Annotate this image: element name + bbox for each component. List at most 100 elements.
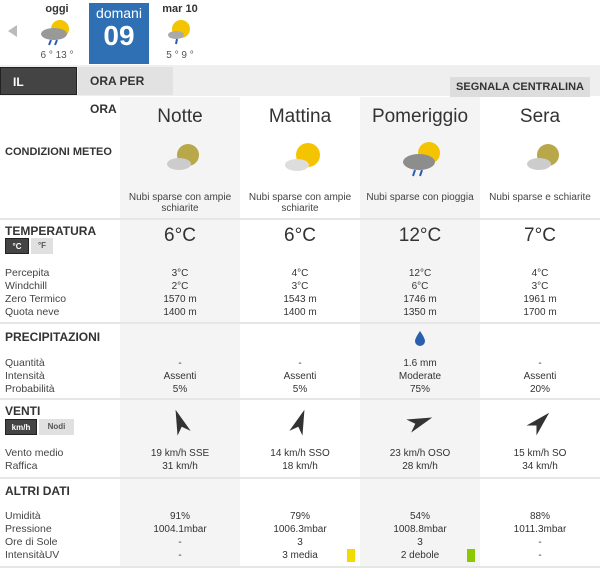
zero-termico-value: 1570 m	[163, 294, 197, 305]
intensita-value: Moderate	[398, 371, 442, 382]
windchill-value: 6°C	[411, 281, 429, 292]
tab-ora-per-ora[interactable]: ORA PER ORA	[78, 67, 173, 116]
period-title: Sera	[519, 106, 561, 127]
wind-direction-arrow-icon	[289, 409, 305, 436]
pressione-value: 1008.8mbar	[393, 524, 447, 535]
day-label: oggi	[45, 3, 69, 15]
other-labels: Umidità Pressione Ore di Sole IntensitàU…	[5, 510, 59, 562]
quantita-value: -	[538, 358, 542, 369]
vento-medio-value: 19 km/h SSE	[150, 448, 210, 459]
label-precipitazioni: PRECIPITAZIONI	[5, 330, 101, 344]
umidita-value: 54%	[409, 511, 430, 522]
day-oggi[interactable]: oggi 6 ° 13 °	[27, 3, 87, 61]
label-percepita: Percepita	[5, 267, 50, 279]
label-quantita: Quantità	[5, 357, 45, 369]
temperature-value: 7°C	[524, 225, 556, 246]
weather-description: Nubi sparse con pioggia	[366, 192, 474, 203]
raffica-value: 18 km/h	[282, 461, 318, 472]
ore-sole-value: -	[538, 537, 542, 548]
tab-il-giorno[interactable]: IL GIORNO	[0, 67, 77, 117]
umidita-value: 88%	[529, 511, 550, 522]
weather-description: Nubi sparse con ampie schiarite	[248, 192, 352, 214]
wind-direction-arrow-icon	[526, 412, 550, 436]
intensita-value: Assenti	[523, 371, 557, 382]
day-mar-10[interactable]: mar 10 5 ° 9 °	[150, 3, 210, 61]
kmh-toggle[interactable]: km/h	[5, 419, 37, 435]
windchill-value: 3°C	[531, 281, 549, 292]
moon-cloud-icon	[167, 144, 199, 170]
temp-labels: Percepita Windchill Zero Termico Quota n…	[5, 267, 66, 319]
day-temps: 5 ° 9 °	[166, 50, 194, 61]
period-title: Notte	[157, 106, 203, 127]
sun-cloud-rain-icon	[403, 142, 440, 177]
raffica-value: 28 km/h	[402, 461, 438, 472]
intensita-value: Assenti	[283, 371, 317, 382]
divider	[0, 398, 600, 400]
label-raffica: Raffica	[5, 460, 38, 472]
day-domani-selected[interactable]: domani 09	[89, 3, 149, 64]
quota-neve-value: 1400 m	[163, 307, 197, 318]
celsius-toggle[interactable]: °C	[5, 238, 29, 254]
raffica-value: 34 km/h	[522, 461, 558, 472]
temperature-value: 12°C	[398, 225, 442, 246]
vento-medio-value: 15 km/h SO	[513, 448, 567, 459]
nodi-toggle[interactable]: Nodi	[39, 419, 74, 435]
day-label: domani	[96, 5, 142, 21]
umidita-value: 79%	[289, 511, 310, 522]
day-number: 09	[103, 20, 135, 51]
sun-cloud-icon	[285, 143, 320, 171]
percepita-value: 4°C	[531, 268, 549, 279]
divider	[0, 218, 600, 220]
label-vento-medio: Vento medio	[5, 447, 64, 459]
quota-neve-value: 1350 m	[403, 307, 437, 318]
weather-description: Nubi sparse con ampie schiarite	[128, 192, 232, 214]
zero-termico-value: 1961 m	[523, 294, 557, 305]
label-venti: VENTI	[5, 404, 41, 418]
uv-level-indicator	[347, 549, 355, 562]
quota-neve-value: 1400 m	[283, 307, 317, 318]
quota-neve-value: 1700 m	[523, 307, 557, 318]
day-label: mar 10	[162, 3, 198, 15]
label-condizioni-meteo: CONDIZIONI METEO	[5, 146, 112, 158]
label-ore-sole: Ore di Sole	[5, 536, 58, 548]
temperature-value: 6°C	[284, 225, 316, 246]
zero-termico-value: 1746 m	[403, 294, 437, 305]
temperature-value: 6°C	[164, 225, 196, 246]
divider	[0, 322, 600, 324]
label-intensita-uv: IntensitàUV	[5, 549, 60, 561]
label-umidita: Umidità	[5, 510, 41, 522]
probabilita-value: 75%	[409, 384, 430, 395]
wind-direction-arrow-icon	[175, 409, 191, 436]
vento-medio-value: 23 km/h OSO	[389, 448, 451, 459]
ore-sole-value: 3	[417, 537, 423, 548]
segnala-centralina-button[interactable]: SEGNALA CENTRALINA	[450, 77, 590, 97]
intensita-uv-value: 3 media	[282, 550, 318, 561]
uv-level-indicator	[467, 549, 475, 562]
ore-sole-value: -	[178, 537, 182, 548]
percepita-value: 3°C	[171, 268, 189, 279]
quantita-value: -	[178, 358, 182, 369]
sun-cloud-rain-icon	[41, 20, 69, 46]
ore-sole-value: 3	[297, 537, 303, 548]
column-notte	[120, 97, 240, 567]
label-zero-termico: Zero Termico	[5, 293, 67, 305]
fahrenheit-toggle[interactable]: °F	[31, 238, 53, 254]
period-title: Pomeriggio	[371, 106, 469, 127]
pressione-value: 1011.3mbar	[513, 524, 567, 535]
label-temperatura: TEMPERATURA	[5, 224, 97, 238]
day-temps: 6 ° 13 °	[40, 50, 74, 61]
label-probabilita: Probabilità	[5, 383, 55, 395]
label-intensita: Intensità	[5, 370, 45, 382]
probabilita-value: 20%	[529, 384, 550, 395]
rain-drop-icon	[415, 331, 425, 346]
divider	[0, 477, 600, 479]
intensita-uv-value: -	[538, 550, 542, 561]
prev-day-arrow-icon[interactable]	[8, 25, 17, 37]
umidita-value: 91%	[169, 511, 190, 522]
period-title: Mattina	[268, 106, 332, 127]
label-quota-neve: Quota neve	[5, 306, 60, 318]
wind-direction-arrow-icon	[406, 417, 433, 433]
pressione-value: 1004.1mbar	[153, 524, 207, 535]
zero-termico-value: 1543 m	[283, 294, 317, 305]
label-altri-dati: ALTRI DATI	[5, 484, 70, 498]
